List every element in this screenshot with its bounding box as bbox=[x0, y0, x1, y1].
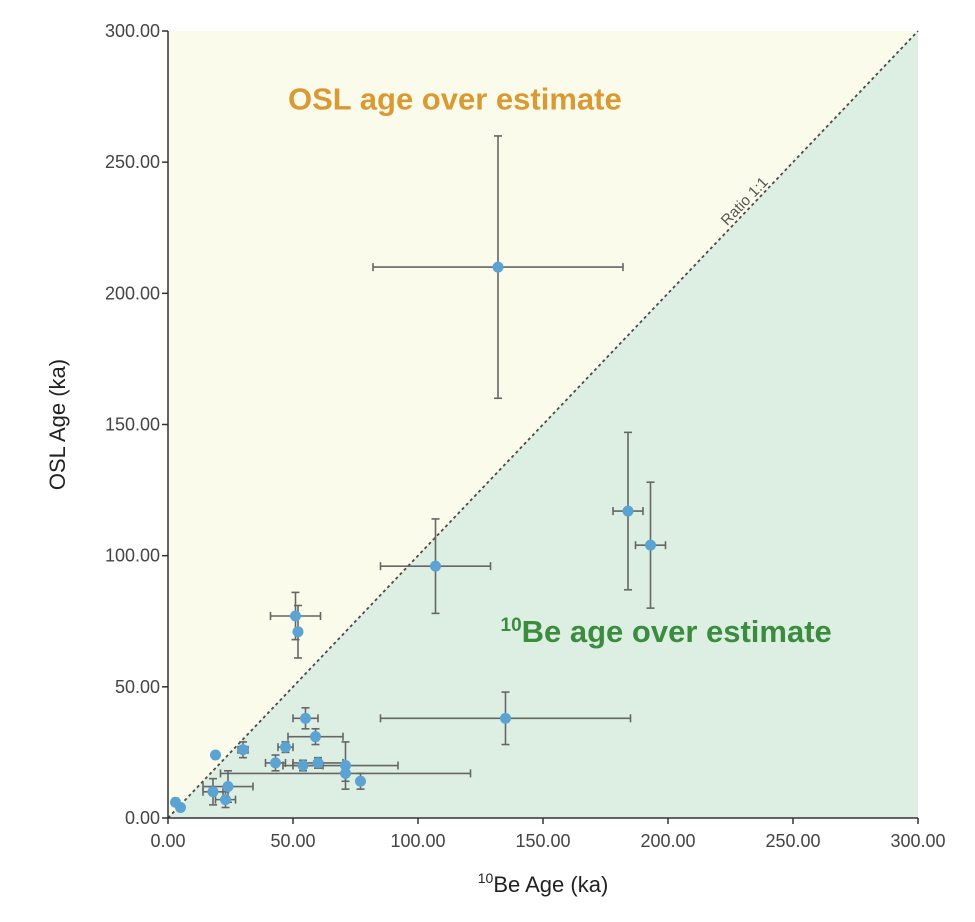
x-tick-label: 300.00 bbox=[890, 831, 945, 851]
data-point bbox=[210, 749, 221, 761]
data-point bbox=[492, 261, 504, 273]
y-tick-label: 100.00 bbox=[105, 546, 160, 566]
data-point bbox=[222, 781, 234, 793]
data-point bbox=[175, 802, 186, 814]
x-tick-label: 200.00 bbox=[640, 831, 695, 851]
data-point bbox=[355, 775, 366, 787]
data-point bbox=[207, 786, 219, 798]
data-point bbox=[340, 760, 351, 772]
y-axis-ticks: 0.00 50.00 100.00 150.00 200.00 250.00 300.00 bbox=[105, 21, 168, 828]
osl-over-estimate-label: OSL age over estimate bbox=[288, 82, 622, 117]
data-point bbox=[237, 744, 249, 756]
data-point bbox=[220, 794, 231, 806]
data-point bbox=[310, 731, 321, 743]
y-axis-title: OSL Age (ka) bbox=[45, 359, 70, 490]
be-over-estimate-label-text: Be age over estimate bbox=[522, 614, 832, 649]
x-axis-title-superscript: 10 bbox=[478, 870, 494, 886]
data-point bbox=[280, 741, 291, 753]
data-point bbox=[290, 610, 301, 622]
ratio-1-1-line bbox=[167, 30, 919, 819]
data-point bbox=[340, 767, 351, 779]
x-tick-label: 250.00 bbox=[765, 831, 820, 851]
x-tick-label: 0.00 bbox=[150, 831, 185, 851]
y-tick-label: 250.00 bbox=[105, 152, 160, 172]
data-point bbox=[312, 757, 324, 769]
be-over-estimate-label-superscript: 10 bbox=[501, 615, 522, 636]
data-point bbox=[270, 757, 281, 769]
y-tick-label: 150.00 bbox=[105, 415, 160, 435]
y-tick-label: 300.00 bbox=[105, 21, 160, 41]
x-tick-label: 150.00 bbox=[515, 831, 570, 851]
x-tick-label: 50.00 bbox=[270, 831, 315, 851]
data-point bbox=[300, 712, 311, 724]
x-tick-label: 100.00 bbox=[390, 831, 445, 851]
data-point bbox=[622, 505, 634, 517]
data-point bbox=[297, 760, 309, 772]
y-tick-label: 50.00 bbox=[115, 677, 160, 697]
y-tick-label: 200.00 bbox=[105, 283, 160, 303]
data-point bbox=[500, 712, 511, 724]
x-axis-ticks: 0.00 50.00 100.00 150.00 200.00 250.00 300.00 bbox=[150, 818, 946, 851]
data-point bbox=[645, 539, 656, 551]
y-tick-label: 0.00 bbox=[125, 808, 160, 828]
data-points bbox=[170, 261, 656, 814]
data-point bbox=[430, 560, 441, 572]
be-over-estimate-label: 10Be age over estimate bbox=[501, 614, 832, 649]
x-axis-title: 10Be Age (ka) bbox=[478, 870, 609, 897]
x-axis-title-text: Be Age (ka) bbox=[493, 872, 608, 897]
data-point bbox=[292, 626, 304, 638]
